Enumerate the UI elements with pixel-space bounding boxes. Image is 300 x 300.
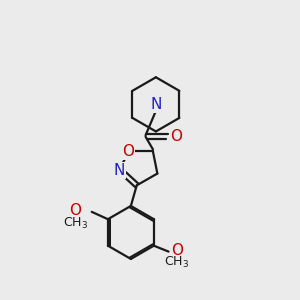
Text: O: O (171, 243, 183, 258)
Text: O: O (170, 129, 182, 144)
Text: CH$_3$: CH$_3$ (164, 255, 189, 270)
Text: O: O (70, 203, 82, 218)
Text: CH$_3$: CH$_3$ (63, 215, 88, 231)
Text: O: O (122, 144, 134, 159)
Text: N: N (150, 97, 162, 112)
Text: N: N (113, 163, 125, 178)
